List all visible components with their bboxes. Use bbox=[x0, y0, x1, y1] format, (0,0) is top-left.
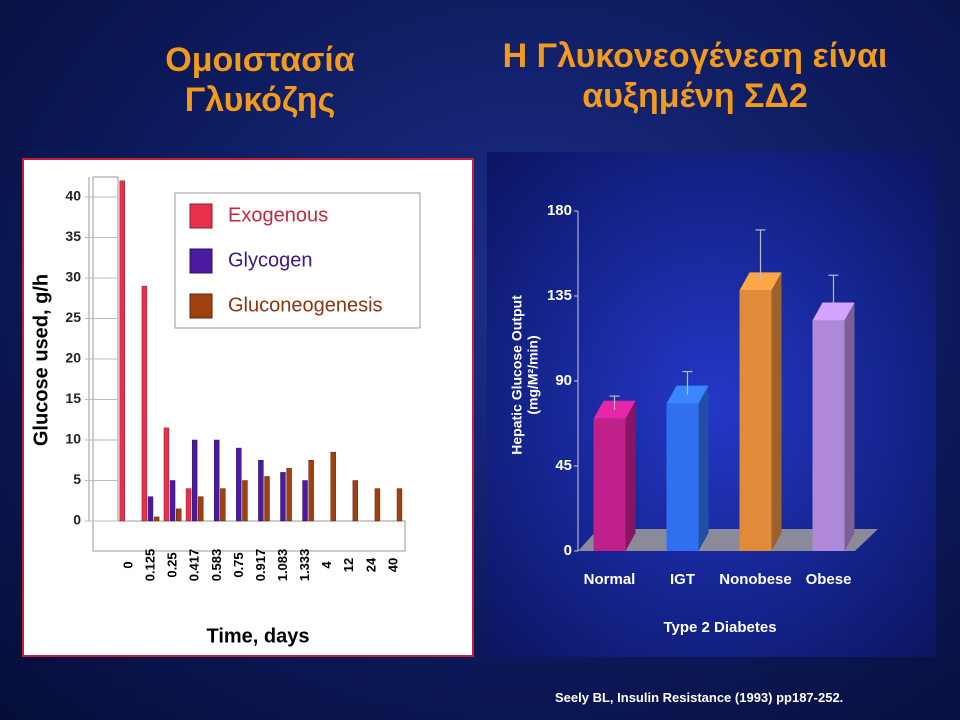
bar bbox=[147, 496, 154, 522]
bar bbox=[214, 439, 220, 522]
bar bbox=[141, 285, 148, 522]
legend-swatch bbox=[189, 203, 213, 229]
floor bbox=[578, 529, 878, 551]
bar bbox=[176, 508, 182, 522]
bar bbox=[352, 480, 359, 522]
y-tick-label: 5 bbox=[73, 471, 81, 487]
floor bbox=[92, 520, 406, 552]
x-tick-label: 1.333 bbox=[297, 549, 312, 582]
x-tick-label: 0.583 bbox=[209, 549, 224, 582]
y-tick-label: 30 bbox=[65, 269, 81, 285]
bar-side bbox=[625, 400, 636, 551]
back-wall bbox=[92, 176, 119, 522]
y-axis-label: Glucose used, g/h bbox=[30, 274, 52, 446]
x-tick-label: Normal bbox=[584, 571, 636, 588]
bar bbox=[280, 472, 286, 522]
bar bbox=[119, 180, 125, 522]
x-tick-label: IGT bbox=[670, 571, 695, 588]
bar-side bbox=[698, 385, 709, 551]
bar bbox=[153, 516, 160, 522]
x-axis-label: Type 2 Diabetes bbox=[663, 619, 776, 636]
y-axis-unit: (mg/M²/min) bbox=[525, 335, 541, 414]
x-tick-label: 0.917 bbox=[253, 549, 268, 582]
bar bbox=[308, 460, 314, 522]
x-tick-label: 4 bbox=[319, 561, 334, 569]
bar-side bbox=[771, 272, 782, 551]
y-tick-label: 0 bbox=[564, 542, 572, 559]
bar bbox=[812, 320, 845, 551]
x-tick-label: 1.083 bbox=[275, 549, 290, 582]
legend-label: Gluconeogenesis bbox=[228, 294, 383, 316]
x-tick-label: Nonobese bbox=[719, 571, 792, 588]
y-tick-label: 15 bbox=[65, 390, 81, 406]
legend-label: Glycogen bbox=[228, 249, 313, 271]
bar bbox=[666, 403, 699, 551]
x-tick-label: Obese bbox=[806, 571, 852, 588]
x-tick-label: 0.125 bbox=[143, 549, 158, 582]
bar bbox=[163, 427, 170, 522]
y-tick-label: 25 bbox=[65, 309, 81, 325]
bar bbox=[242, 480, 248, 522]
x-tick-label: 0.25 bbox=[165, 552, 180, 577]
bar bbox=[198, 496, 204, 522]
bar bbox=[236, 447, 242, 522]
legend-label: Exogenous bbox=[228, 204, 328, 226]
bar bbox=[396, 488, 403, 522]
x-tick-label: 0.75 bbox=[231, 552, 246, 577]
y-tick-label: 180 bbox=[547, 202, 572, 219]
bar bbox=[302, 480, 308, 522]
y-tick-label: 45 bbox=[555, 457, 572, 474]
right-title: Η Γλυκονεογένεση είναι αυξημένη ΣΔ2 bbox=[502, 37, 888, 115]
bar bbox=[169, 480, 176, 522]
x-tick-label: 40 bbox=[385, 558, 400, 572]
citation: Seely BL, Insulin Resistance (1993) pp18… bbox=[555, 690, 844, 705]
y-tick-label: 40 bbox=[65, 188, 81, 204]
bar bbox=[185, 488, 192, 522]
legend-swatch bbox=[189, 293, 213, 319]
left-title: Ομοιστασία Γλυκόζης bbox=[165, 41, 355, 119]
y-tick-label: 10 bbox=[65, 431, 81, 447]
bar bbox=[191, 439, 198, 522]
bar bbox=[258, 460, 264, 522]
legend-swatch bbox=[189, 248, 213, 274]
x-tick-label: 0.417 bbox=[187, 549, 202, 582]
bar-side bbox=[844, 302, 855, 551]
y-tick-label: 0 bbox=[73, 512, 81, 528]
bar bbox=[286, 468, 292, 522]
y-tick-label: 135 bbox=[547, 287, 572, 304]
legend-box bbox=[174, 192, 421, 329]
bar bbox=[739, 290, 772, 551]
bar bbox=[330, 451, 336, 522]
y-tick-label: 20 bbox=[65, 350, 81, 366]
y-tick-label: 35 bbox=[65, 228, 81, 244]
right-chart-panel bbox=[487, 152, 936, 657]
bar bbox=[264, 476, 270, 522]
x-tick-label: 12 bbox=[341, 558, 356, 572]
x-tick-label: 0 bbox=[120, 561, 135, 568]
x-tick-label: 24 bbox=[363, 557, 378, 572]
y-tick-label: 90 bbox=[555, 372, 572, 389]
y-axis-label: Hepatic Glucose Output bbox=[509, 295, 525, 455]
bar bbox=[220, 488, 226, 522]
x-axis-label: Time, days bbox=[206, 625, 309, 647]
bar bbox=[593, 418, 626, 551]
bar bbox=[374, 488, 381, 522]
